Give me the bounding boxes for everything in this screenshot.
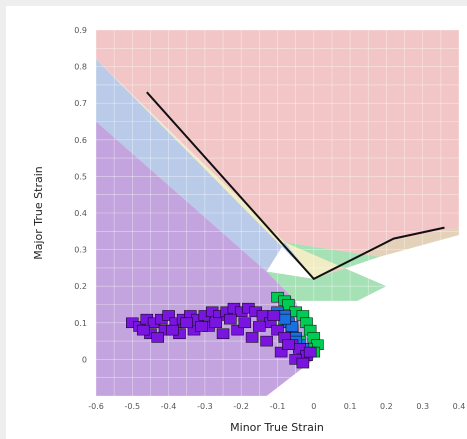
grid-layer bbox=[95, 29, 460, 397]
data-point-s2 bbox=[162, 310, 175, 321]
data-point-s2 bbox=[296, 357, 310, 369]
x-tick-label: -0.2 bbox=[233, 402, 249, 411]
data-point-s1 bbox=[278, 313, 292, 325]
x-axis-title: Minor True Strain bbox=[230, 421, 324, 434]
data-point-s2 bbox=[209, 317, 223, 329]
data-point-s1 bbox=[285, 321, 299, 332]
x-tick-label: -0.3 bbox=[197, 402, 213, 411]
data-point-s2 bbox=[260, 335, 273, 347]
data-point-s2 bbox=[282, 339, 295, 351]
y-tick-label: 0.3 bbox=[74, 246, 87, 255]
flc-curve bbox=[146, 91, 445, 281]
points-layer bbox=[126, 291, 324, 369]
forming-limit-diagram: -0.6 -0.5 -0.4 -0.3 -0.2 -0.1 0 0.1 0.2 0.3 0.4 00… bbox=[32, 26, 465, 434]
y-tick-label: 0 bbox=[82, 355, 87, 364]
x-tick-label: 0.4 bbox=[453, 402, 466, 411]
data-point-s2 bbox=[180, 317, 193, 329]
data-point-s2 bbox=[303, 346, 317, 358]
y-tick-labels: 0 0.1 0.2 0.3 0.4 0.5 0.6 0.7 0.8 0.9 bbox=[74, 26, 87, 364]
x-tick-label: 0.1 bbox=[344, 402, 357, 411]
x-tick-label: -0.5 bbox=[124, 402, 140, 411]
x-tick-label: 0.3 bbox=[416, 402, 429, 411]
data-point-s2 bbox=[231, 324, 244, 336]
y-axis-title: Major True Strain bbox=[32, 166, 45, 260]
data-point-s2 bbox=[274, 346, 288, 358]
data-point-s0 bbox=[282, 299, 295, 310]
y-tick-label: 0.9 bbox=[74, 26, 87, 35]
x-tick-label: 0.2 bbox=[380, 402, 393, 411]
x-tick-labels: -0.6 -0.5 -0.4 -0.3 -0.2 -0.1 0 0.1 0.2 0.3 0.4 bbox=[88, 402, 465, 411]
x-tick-label: 0 bbox=[311, 402, 316, 411]
data-point-s2 bbox=[245, 332, 259, 343]
y-tick-label: 0.5 bbox=[74, 172, 87, 181]
data-point-s2 bbox=[165, 324, 179, 336]
data-point-s2 bbox=[267, 310, 281, 321]
y-tick-label: 0.1 bbox=[74, 319, 87, 328]
data-point-s2 bbox=[238, 317, 252, 329]
x-tick-label: -0.6 bbox=[88, 402, 104, 411]
x-tick-label: -0.4 bbox=[161, 402, 177, 411]
data-point-s2 bbox=[224, 313, 237, 325]
y-tick-label: 0.2 bbox=[74, 282, 87, 291]
data-point-s2 bbox=[151, 332, 164, 343]
data-point-s2 bbox=[216, 328, 230, 340]
data-point-s2 bbox=[271, 324, 284, 336]
x-tick-label: -0.1 bbox=[270, 402, 286, 411]
data-point-s2 bbox=[195, 321, 208, 332]
data-point-s2 bbox=[136, 324, 150, 336]
y-tick-label: 0.8 bbox=[74, 63, 87, 72]
data-point-s2 bbox=[253, 321, 266, 332]
y-tick-label: 0.6 bbox=[74, 136, 87, 145]
y-tick-label: 0.4 bbox=[74, 209, 87, 218]
y-tick-label: 0.7 bbox=[74, 99, 87, 108]
